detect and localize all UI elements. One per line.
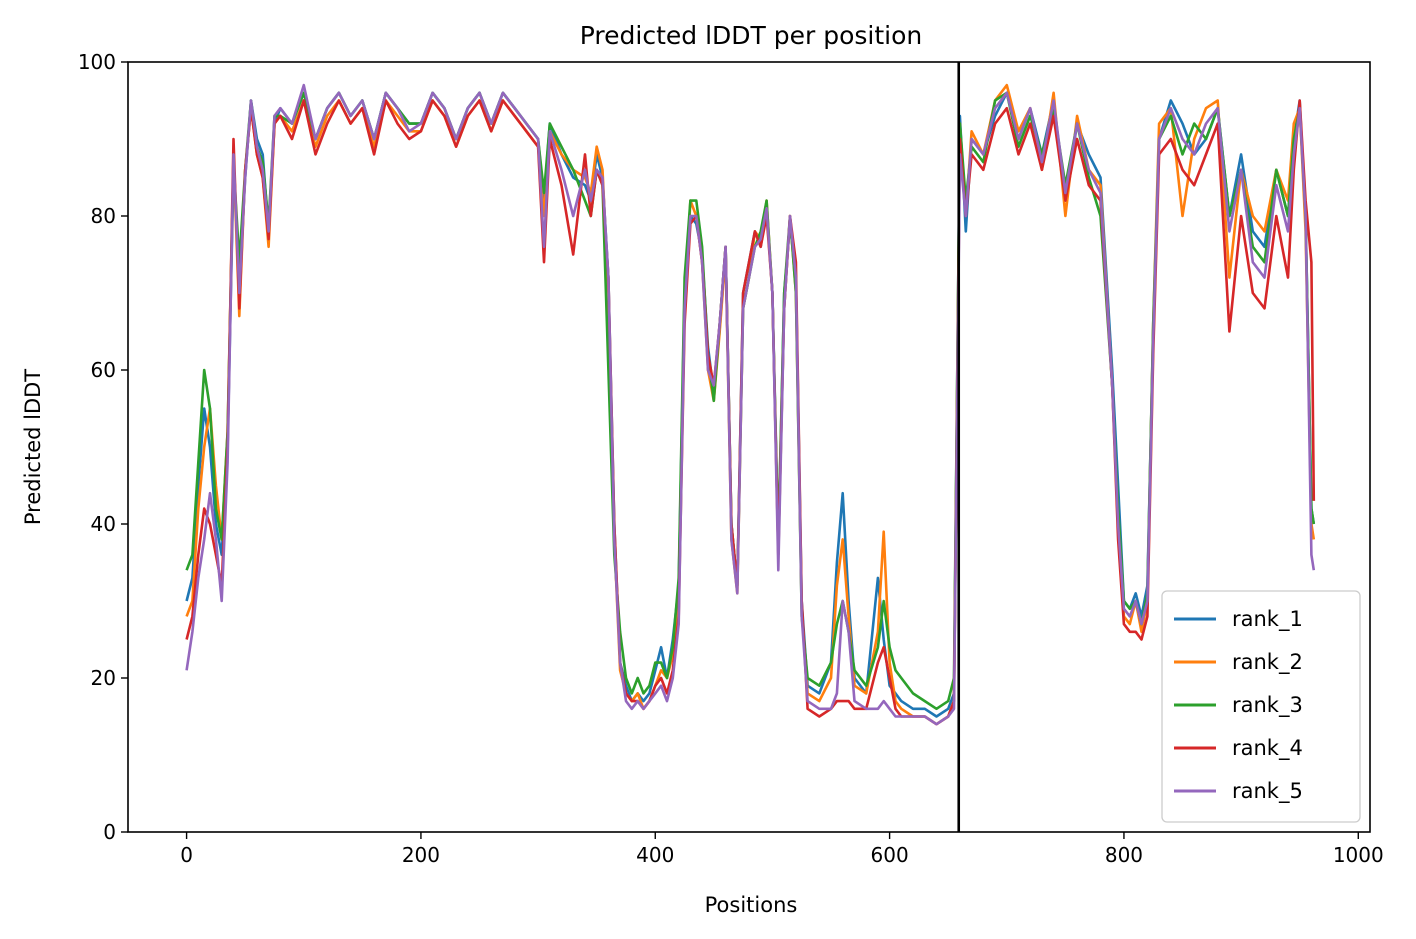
x-tick-label: 400 (636, 843, 674, 867)
y-tick-label: 100 (78, 50, 116, 74)
series-line-rank_5 (185, 83, 1316, 726)
y-tick-label: 40 (91, 512, 116, 536)
x-tick-label: 600 (871, 843, 909, 867)
y-tick-label: 20 (91, 666, 116, 690)
legend-box (1161, 590, 1361, 823)
chart-title: Predicted lDDT per position (580, 21, 922, 50)
legend-label-rank_1: rank_1 (1232, 607, 1303, 632)
plot-frame (127, 61, 1371, 833)
legend-label-rank_3: rank_3 (1232, 693, 1303, 718)
axes: 0 200 400 600 800 1000 0 20 40 60 80 100 (78, 50, 1384, 867)
x-tick-label: 800 (1105, 843, 1143, 867)
legend: rank_1 rank_2 rank_3 rank_4 rank_5 (1161, 590, 1361, 823)
y-tick-label: 0 (103, 820, 116, 844)
y-axis-label: Predicted lDDT (21, 369, 45, 525)
x-tick-label: 0 (180, 843, 193, 867)
x-tick-label: 200 (402, 843, 440, 867)
legend-label-rank_2: rank_2 (1232, 650, 1303, 675)
x-axis-label: Positions (705, 893, 798, 917)
x-tick-label: 1000 (1333, 843, 1384, 867)
plot-area (185, 62, 1316, 832)
y-tick-label: 60 (91, 358, 116, 382)
y-tick-label: 80 (91, 204, 116, 228)
legend-label-rank_4: rank_4 (1232, 736, 1303, 761)
legend-label-rank_5: rank_5 (1232, 779, 1303, 804)
